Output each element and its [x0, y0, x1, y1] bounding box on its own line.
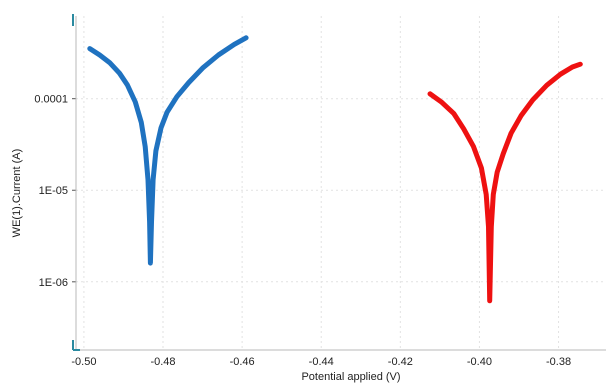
grid: [76, 16, 606, 350]
axes: [72, 14, 606, 351]
y-tick-label: 0.0001: [34, 94, 68, 106]
x-axis-title: Potential applied (V): [301, 371, 400, 383]
x-tick-label: -0.40: [467, 356, 492, 368]
x-tick-label: -0.48: [150, 356, 175, 368]
series-line-2: [427, 61, 583, 304]
x-tick-label: -0.38: [546, 356, 571, 368]
y-tick-label: 1E-06: [39, 277, 68, 289]
x-tick-label: -0.42: [388, 356, 413, 368]
tick-labels: -0.50 -0.48 -0.46 -0.44 -0.42 -0.40 -0.38 1E-06…: [34, 94, 571, 368]
y-axis-title: WE(1).Current (A): [11, 149, 23, 238]
series-layer: [87, 35, 583, 304]
x-tick-label: -0.50: [71, 356, 96, 368]
y-tick-label: 1E-05: [39, 185, 68, 197]
x-tick-label: -0.46: [230, 356, 255, 368]
x-tick-label: -0.44: [309, 356, 334, 368]
series-line-1: [87, 35, 249, 266]
